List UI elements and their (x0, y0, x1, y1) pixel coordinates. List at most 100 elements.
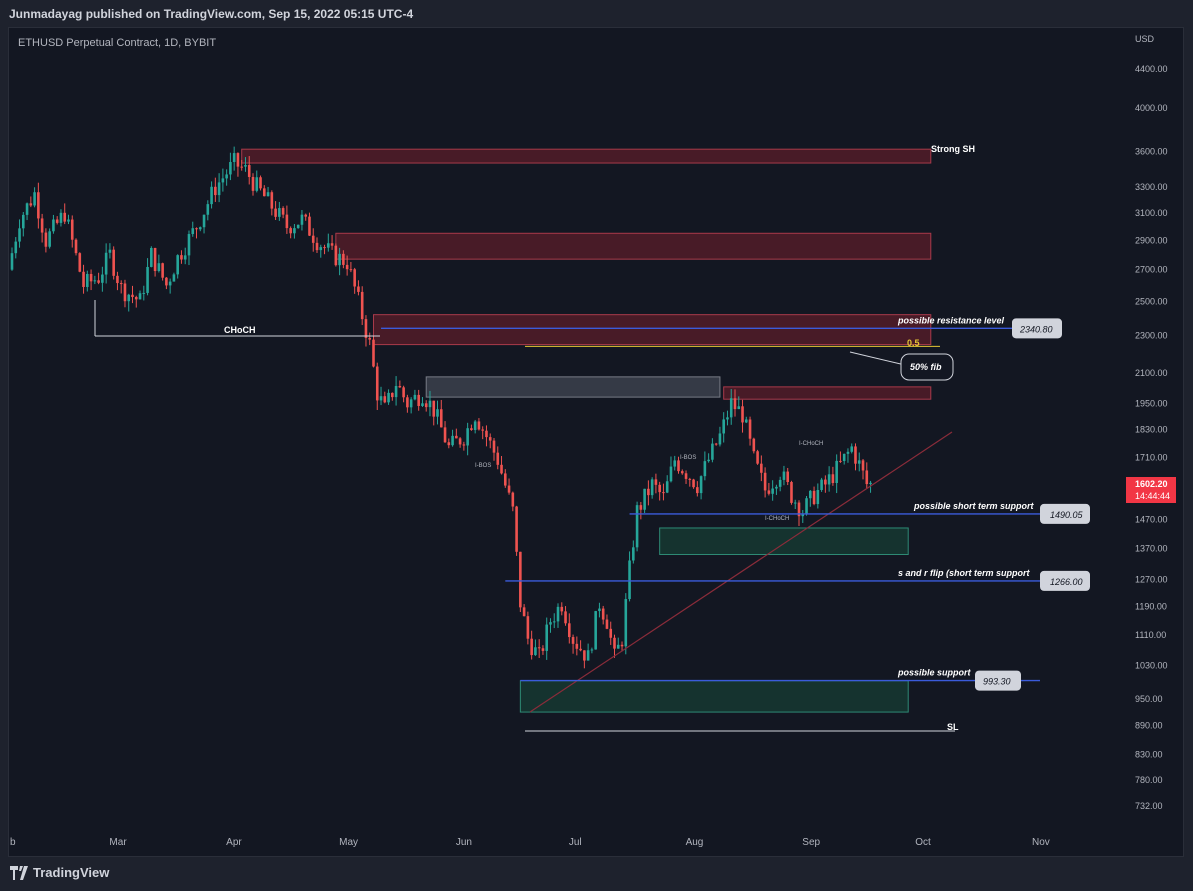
candle-body (703, 461, 707, 477)
candle-body (684, 473, 688, 479)
candle-body (677, 460, 680, 472)
candle-body (29, 203, 33, 206)
price-tick: 4000.00 (1135, 103, 1168, 113)
candle-body (112, 249, 115, 276)
candle-body (609, 628, 613, 638)
candle-body (304, 214, 308, 217)
candle-body (375, 366, 379, 401)
candle-body (861, 460, 865, 471)
price-tick: 3100.00 (1135, 208, 1168, 218)
time-tick: Jul (569, 837, 582, 848)
candle-body (473, 421, 477, 430)
candle-body (515, 506, 518, 552)
candle-body (225, 174, 228, 179)
candle-body (722, 419, 725, 434)
candle-body (285, 214, 289, 229)
candle-body (168, 281, 172, 286)
candle-body (74, 239, 78, 254)
candle-body (394, 385, 398, 398)
candle-body (172, 274, 176, 282)
candle-body (289, 228, 292, 234)
candle-body (421, 403, 424, 406)
candle-body (462, 444, 466, 446)
candle-body (157, 263, 161, 272)
candle-body (496, 452, 500, 465)
candle-body (447, 442, 451, 446)
candle-body (775, 486, 778, 489)
candle-body (639, 505, 643, 510)
candle-body (240, 166, 243, 168)
candle-body (180, 255, 183, 260)
level-value-0: 2340.80 (1019, 324, 1053, 334)
candle-body (598, 608, 601, 612)
candle-body (714, 443, 718, 445)
candle-body (391, 392, 394, 398)
candle-body (824, 479, 827, 485)
price-chart[interactable]: ETHUSD Perpetual Contract, 1D, BYBIT USD… (0, 0, 1193, 857)
candle-body (293, 228, 296, 234)
candle-body (575, 643, 579, 649)
candle-body (733, 398, 737, 410)
candle-body (432, 400, 436, 417)
candle-body (25, 203, 29, 215)
candle-body (530, 638, 533, 656)
currency-label: USD (1135, 34, 1155, 44)
candle-body (398, 385, 402, 388)
candle-body (707, 459, 710, 462)
price-tick: 2300.00 (1135, 331, 1168, 341)
candle-body (854, 446, 857, 464)
candle-body (680, 471, 684, 474)
candle-body (865, 470, 869, 485)
candle-body (801, 514, 805, 517)
candle-body (247, 165, 251, 177)
candle-body (699, 476, 703, 494)
candle-body (323, 247, 326, 249)
candle-body (364, 319, 368, 338)
candle-body (274, 208, 277, 217)
price-tick: 2900.00 (1135, 235, 1168, 245)
candle-body (202, 214, 206, 228)
candle-body (470, 428, 473, 430)
tradingview-brand[interactable]: TradingView (33, 865, 110, 880)
candle-body (613, 637, 616, 649)
candle-body (214, 186, 217, 196)
candle-body (771, 488, 774, 494)
price-tick: 1370.00 (1135, 543, 1168, 553)
candle-body (327, 243, 330, 248)
lines-layer: possible resistance level 2340.80 possible… (94, 300, 1090, 732)
chart-frame[interactable] (8, 27, 1184, 857)
candle-body (692, 479, 695, 488)
price-tick: 1830.00 (1135, 424, 1168, 434)
candle-body (537, 647, 541, 649)
candle-body (342, 253, 345, 265)
choch-label: CHoCH (224, 325, 256, 335)
candle-body (236, 153, 240, 167)
candle-body (590, 649, 594, 651)
candle-body (658, 484, 661, 493)
candle-body (195, 228, 198, 230)
candle-body (816, 489, 820, 505)
candle-body (541, 648, 545, 651)
candle-body (417, 394, 420, 406)
candle-body (786, 471, 790, 483)
candle-body (409, 399, 413, 408)
candle-body (737, 406, 741, 410)
zones-layer (241, 148, 932, 713)
strong-sh-label: Strong SH (931, 144, 975, 154)
candle-body (217, 182, 221, 196)
candle-body (349, 269, 353, 271)
candle-body (300, 214, 304, 225)
candle-body (756, 451, 759, 464)
price-tick: 1270.00 (1135, 575, 1168, 585)
candle-body (729, 398, 733, 418)
price-tick: 3600.00 (1135, 146, 1168, 156)
tradingview-logo-icon[interactable] (10, 866, 30, 880)
candle-body (78, 253, 82, 272)
candle-body (763, 472, 767, 491)
candle-body (198, 227, 202, 230)
candle-body (424, 403, 428, 408)
candle-body (262, 188, 266, 197)
price-tick: 1190.00 (1135, 601, 1167, 611)
candle-body (635, 505, 639, 548)
candle-body (330, 243, 334, 246)
